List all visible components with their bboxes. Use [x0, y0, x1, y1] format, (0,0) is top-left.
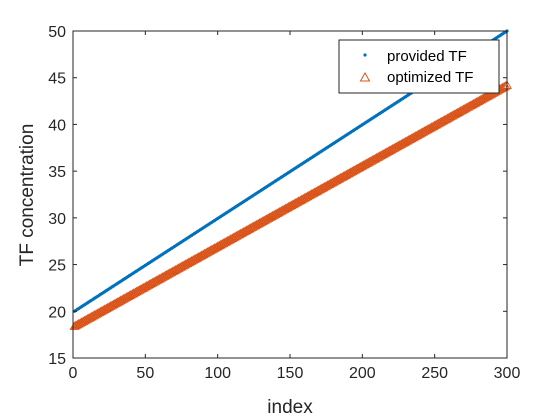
- x-tick-label: 250: [421, 365, 448, 382]
- series-optimized-tf: [69, 80, 512, 330]
- x-tick-label: 200: [349, 365, 376, 382]
- optimized-tf-point: [499, 81, 510, 91]
- legend-marker-optimized: [359, 71, 371, 82]
- y-tick-label: 40: [48, 117, 66, 134]
- y-tick-label: 35: [48, 164, 66, 181]
- optimized-tf-point: [497, 82, 508, 92]
- legend: provided TF optimized TF: [338, 39, 500, 94]
- legend-marker-provided: [363, 53, 367, 57]
- y-tick-label: 30: [48, 211, 66, 228]
- x-axis-title: index: [267, 397, 313, 418]
- x-tick-label: 0: [69, 365, 78, 382]
- optimized-tf-point: [500, 81, 511, 90]
- y-axis-title: TF concentration: [17, 124, 38, 267]
- y-tick-label: 50: [48, 24, 66, 41]
- x-tick-label: 50: [136, 365, 154, 382]
- y-tick-label: 15: [48, 351, 66, 368]
- x-tick-label: 100: [204, 365, 231, 382]
- legend-box: [338, 39, 500, 94]
- x-tick-label: 150: [277, 365, 304, 382]
- legend-label-provided: provided TF: [387, 48, 467, 65]
- x-tick-label: 300: [494, 365, 521, 382]
- y-tick-label: 25: [48, 258, 66, 275]
- y-tick-label: 20: [48, 304, 66, 321]
- legend-label-optimized: optimized TF: [387, 69, 473, 86]
- y-tick-label: 45: [48, 71, 66, 88]
- ticks-layer: 0 50 100 150 200 250 300 15 20 25 30 35 40 45 50: [48, 24, 520, 382]
